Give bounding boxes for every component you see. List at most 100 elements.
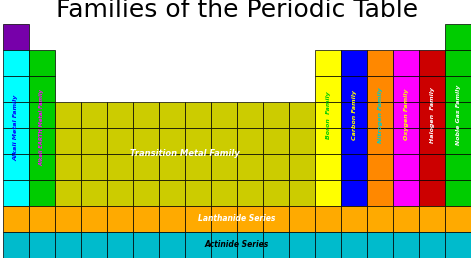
Bar	[393, 206, 419, 232]
Bar	[367, 206, 393, 232]
Bar	[185, 232, 211, 258]
Text: Actinide Series: Actinide Series	[205, 240, 269, 249]
Bar	[341, 180, 367, 206]
Bar	[133, 232, 159, 258]
Bar	[263, 206, 289, 232]
Bar	[263, 180, 289, 206]
Bar	[211, 128, 237, 154]
Bar	[315, 49, 341, 76]
Text: Alkali EARTH Metal Family: Alkali EARTH Metal Family	[39, 89, 44, 166]
Bar	[419, 128, 445, 154]
Bar	[81, 180, 107, 206]
Bar	[419, 180, 445, 206]
Bar	[341, 76, 367, 102]
Bar	[185, 206, 211, 232]
Bar	[237, 232, 263, 258]
Bar	[29, 128, 55, 154]
Bar	[159, 102, 185, 128]
Bar	[367, 180, 393, 206]
Bar	[133, 102, 159, 128]
Bar	[3, 154, 29, 180]
Bar	[367, 154, 393, 180]
Bar	[107, 154, 133, 180]
Bar	[367, 102, 393, 128]
Text: Nitrogen Family: Nitrogen Family	[378, 87, 383, 143]
Bar	[133, 154, 159, 180]
Bar	[211, 206, 237, 232]
Bar	[445, 154, 471, 180]
Bar	[419, 232, 445, 258]
Bar	[445, 128, 471, 154]
Bar	[419, 206, 445, 232]
Bar	[159, 206, 185, 232]
Text: Transition Metal Family: Transition Metal Family	[130, 149, 240, 158]
Bar	[445, 49, 471, 76]
Text: Oxygen Family: Oxygen Family	[404, 89, 409, 140]
Bar	[159, 154, 185, 180]
Bar	[315, 232, 341, 258]
Bar	[185, 102, 211, 128]
Bar	[185, 180, 211, 206]
Bar	[55, 102, 81, 128]
Bar	[263, 102, 289, 128]
Bar	[3, 24, 29, 49]
Bar	[81, 128, 107, 154]
Bar	[289, 232, 315, 258]
Bar	[107, 206, 133, 232]
Bar	[3, 49, 29, 76]
Bar	[237, 102, 263, 128]
Bar	[185, 154, 211, 180]
Bar	[393, 180, 419, 206]
Bar	[107, 128, 133, 154]
Bar	[367, 76, 393, 102]
Bar	[341, 206, 367, 232]
Bar	[393, 232, 419, 258]
Text: Noble Gas Family: Noble Gas Family	[456, 85, 461, 145]
Bar	[81, 102, 107, 128]
Bar	[55, 180, 81, 206]
Bar	[341, 128, 367, 154]
Text: Carbon Family: Carbon Family	[352, 90, 356, 140]
Bar	[237, 154, 263, 180]
Bar	[289, 180, 315, 206]
Bar	[289, 154, 315, 180]
Bar	[211, 154, 237, 180]
Bar	[393, 128, 419, 154]
Bar	[315, 102, 341, 128]
Text: Boron  Family: Boron Family	[326, 91, 330, 139]
Bar	[289, 128, 315, 154]
Bar	[263, 128, 289, 154]
Bar	[419, 102, 445, 128]
Bar	[315, 128, 341, 154]
Bar	[367, 128, 393, 154]
Bar	[341, 49, 367, 76]
Bar	[445, 180, 471, 206]
Bar	[367, 49, 393, 76]
Bar	[211, 232, 237, 258]
Text: Halogen  Family: Halogen Family	[430, 87, 435, 143]
Bar	[107, 180, 133, 206]
Bar	[289, 206, 315, 232]
Bar	[445, 206, 471, 232]
Bar	[3, 206, 29, 232]
Bar	[315, 76, 341, 102]
Bar	[237, 128, 263, 154]
Bar	[133, 180, 159, 206]
Bar	[263, 232, 289, 258]
Bar	[3, 102, 29, 128]
Bar	[185, 128, 211, 154]
Text: Alkali Metal Family: Alkali Metal Family	[13, 94, 18, 161]
Bar	[393, 154, 419, 180]
Bar	[107, 232, 133, 258]
Bar	[55, 232, 81, 258]
Bar	[237, 180, 263, 206]
Bar	[393, 102, 419, 128]
Bar	[29, 49, 55, 76]
Bar	[29, 102, 55, 128]
Bar	[445, 76, 471, 102]
Bar	[55, 128, 81, 154]
Bar	[393, 49, 419, 76]
Bar	[315, 180, 341, 206]
Bar	[81, 154, 107, 180]
Bar	[3, 128, 29, 154]
